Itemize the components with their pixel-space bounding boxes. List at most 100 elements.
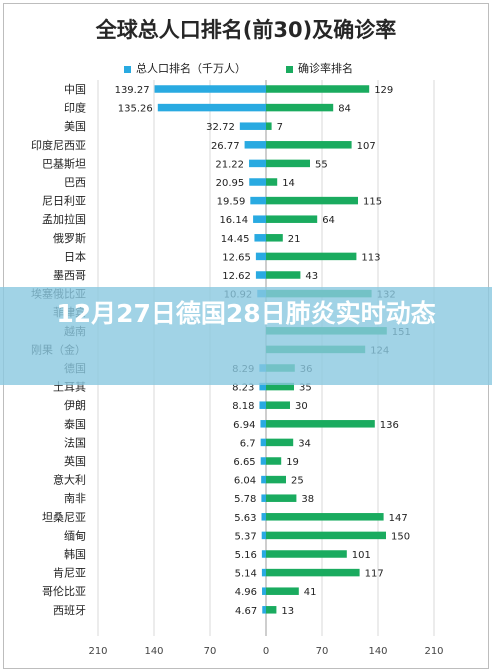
category-label: 日本 [64, 249, 86, 263]
population-value-label: 6.65 [233, 457, 255, 468]
population-bar [253, 215, 266, 223]
confirmed-value-label: 35 [299, 383, 312, 394]
confirmed-bar [266, 103, 334, 112]
legend-item-confirmed: 确诊率排名 [286, 60, 353, 76]
population-value-label: 5.37 [234, 531, 256, 542]
category-label: 尼日利亚 [42, 195, 86, 208]
confirmed-value-label: 84 [338, 104, 351, 115]
confirmed-value-label: 64 [322, 215, 335, 226]
x-tick-label: 210 [88, 646, 107, 657]
category-label: 墨西哥 [53, 269, 86, 282]
population-bar [262, 606, 266, 614]
x-tick-label: 70 [204, 646, 217, 657]
confirmed-value-label: 7 [277, 122, 283, 133]
population-bar [261, 531, 266, 540]
population-value-label: 32.72 [206, 122, 235, 133]
population-value-label: 139.27 [115, 85, 150, 96]
category-label: 南非 [64, 492, 86, 505]
population-bar [239, 122, 266, 130]
confirmed-bar [266, 531, 386, 540]
population-value-label: 21.22 [215, 159, 244, 170]
confirmed-value-label: 13 [281, 606, 294, 617]
confirmed-bar [266, 401, 290, 409]
category-label: 印度尼西亚 [31, 138, 86, 152]
population-bar [261, 494, 266, 502]
population-value-label: 19.59 [217, 197, 246, 208]
category-label: 缅甸 [64, 528, 86, 542]
confirmed-bar [266, 196, 358, 205]
legend-swatch-confirmed [286, 65, 293, 73]
legend-swatch-population [124, 65, 131, 73]
population-bar [261, 475, 266, 484]
confirmed-bar [266, 178, 278, 186]
headline-text: 12月27日德国28日肺炎实时动态 [56, 299, 436, 328]
x-tick-label: 0 [263, 646, 269, 657]
confirmed-bar [266, 141, 352, 149]
population-value-label: 26.77 [211, 141, 240, 152]
confirmed-bar [266, 122, 272, 130]
confirmed-bar [266, 420, 375, 428]
category-label: 中国 [64, 83, 86, 96]
population-bar [259, 401, 266, 409]
confirmed-value-label: 41 [304, 587, 317, 598]
population-value-label: 5.16 [235, 550, 257, 561]
population-bar [255, 271, 266, 279]
confirmed-value-label: 117 [365, 569, 384, 580]
chart-title: 全球总人口排名(前30)及确诊率 [95, 18, 397, 42]
confirmed-value-label: 43 [305, 271, 318, 282]
confirmed-bar [266, 382, 294, 391]
population-value-label: 5.63 [234, 513, 256, 524]
category-label: 肯尼亚 [53, 567, 86, 580]
confirmed-value-label: 34 [298, 438, 311, 449]
legend: 总人口排名（千万人） 确诊率排名 [0, 60, 492, 76]
population-bar [249, 178, 266, 186]
category-label: 哥伦比亚 [42, 584, 86, 598]
confirmed-bar [266, 85, 370, 93]
confirmed-bar [266, 606, 277, 614]
confirmed-value-label: 38 [301, 494, 314, 505]
population-bar [261, 568, 266, 577]
population-value-label: 12.62 [222, 271, 251, 282]
category-label: 印度 [64, 101, 86, 115]
confirmed-value-label: 21 [288, 234, 301, 245]
confirmed-value-label: 136 [380, 420, 399, 431]
population-value-label: 5.14 [235, 569, 257, 580]
population-bar [254, 234, 266, 242]
confirmed-value-label: 115 [363, 197, 382, 208]
legend-label-confirmed: 确诊率排名 [298, 62, 353, 75]
x-tick-label: 210 [424, 646, 443, 657]
x-tick-label: 140 [144, 646, 163, 657]
confirmed-value-label: 19 [286, 457, 299, 468]
population-bar [260, 438, 266, 447]
category-label: 巴西 [64, 176, 86, 189]
confirmed-bar [266, 215, 318, 223]
legend-item-population: 总人口排名（千万人） [124, 60, 246, 76]
population-bar [244, 141, 266, 149]
category-label: 坦桑尼亚 [42, 510, 86, 524]
population-bar [261, 550, 266, 558]
population-bar [154, 85, 266, 93]
confirmed-value-label: 107 [357, 141, 376, 152]
category-label: 美国 [64, 120, 86, 133]
population-value-label: 6.7 [240, 438, 256, 449]
confirmed-bar [266, 234, 283, 242]
confirmed-bar [266, 457, 282, 465]
category-label: 巴基斯坦 [42, 156, 86, 170]
category-label: 伊朗 [64, 399, 86, 412]
confirmed-bar [266, 252, 357, 261]
confirmed-bar [266, 438, 294, 447]
confirmed-bar [266, 587, 299, 595]
category-label: 英国 [64, 454, 86, 468]
confirmed-value-label: 147 [389, 513, 408, 524]
confirmed-bar [266, 550, 347, 558]
population-value-label: 6.04 [234, 476, 256, 487]
x-tick-label: 70 [316, 646, 329, 657]
confirmed-value-label: 30 [295, 401, 308, 412]
confirmed-value-label: 55 [315, 159, 328, 170]
confirmed-value-label: 25 [291, 476, 304, 487]
category-label: 意大利 [53, 473, 86, 487]
population-value-label: 4.67 [235, 606, 257, 617]
confirmed-bar [266, 159, 310, 168]
legend-label-population: 总人口排名（千万人） [136, 62, 246, 75]
category-label: 西班牙 [53, 604, 86, 617]
